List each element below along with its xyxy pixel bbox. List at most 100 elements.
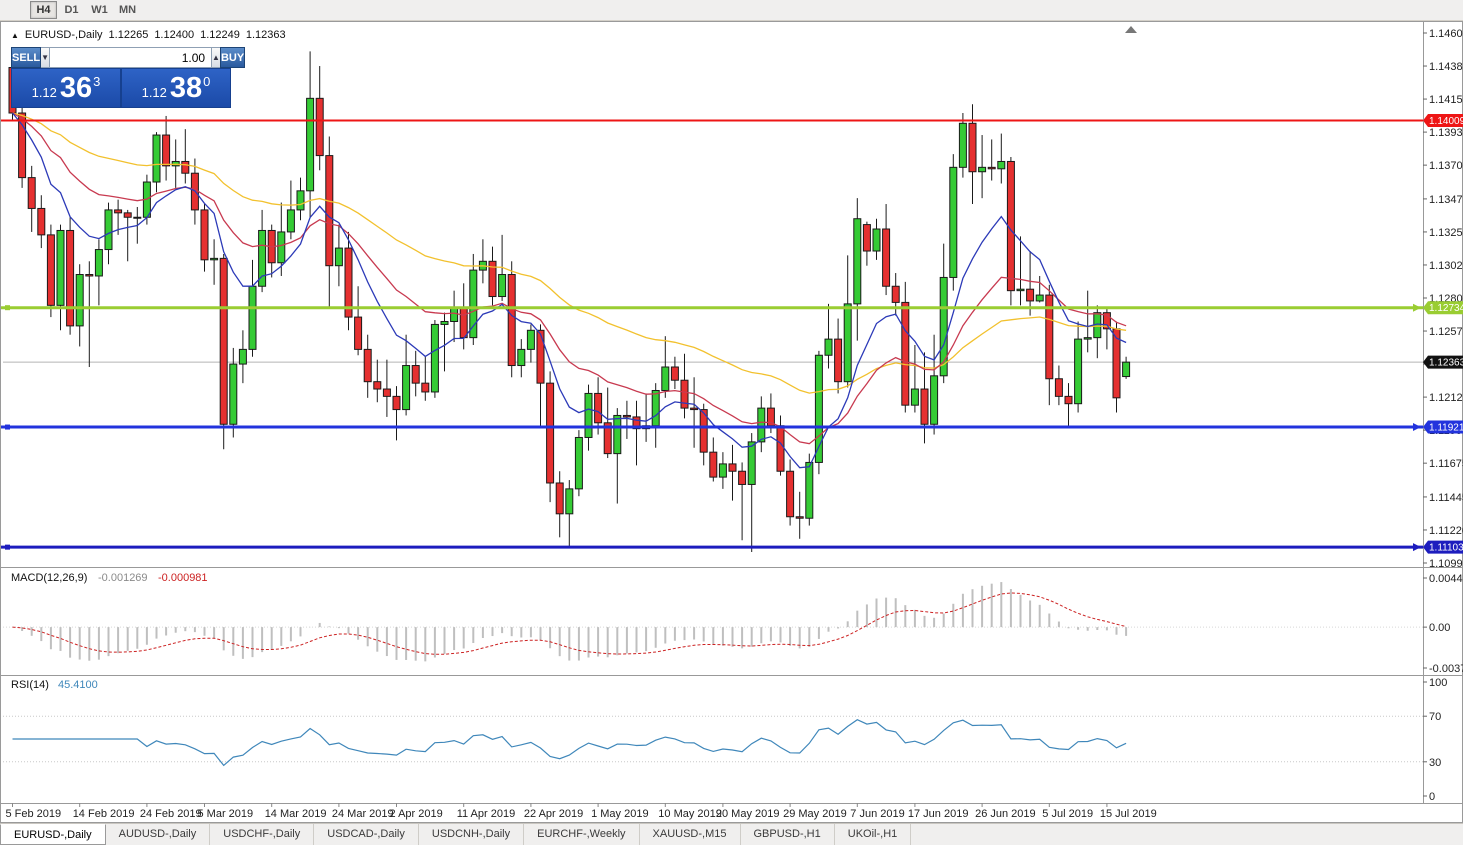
price-tag-1.14009: 1.14009 — [1423, 114, 1463, 128]
timeframe-button-w1[interactable]: W1 — [91, 4, 108, 16]
bid-price-display[interactable]: 1.12 36 3 — [11, 68, 121, 108]
svg-text:17 Jun 2019: 17 Jun 2019 — [908, 808, 969, 820]
ohlc-open: 1.12265 — [108, 29, 149, 41]
candles — [8, 51, 1131, 552]
hline-handle — [5, 305, 10, 311]
one-click-trading-panel: SELL ▼ ▲ BUY 1.12 36 3 1.12 38 0 — [11, 47, 246, 108]
hline-arrow — [1413, 543, 1421, 552]
svg-text:5 Feb 2019: 5 Feb 2019 — [6, 808, 62, 820]
chart-symbol-label: EURUSD-,Daily — [24, 29, 103, 41]
svg-text:1.14155: 1.14155 — [1429, 94, 1463, 106]
svg-text:1.12575: 1.12575 — [1429, 326, 1463, 338]
timeframe-button-mn[interactable]: MN — [118, 4, 137, 16]
chart-tab-usdchf-daily[interactable]: USDCHF-,Daily — [210, 824, 315, 845]
hline-handle — [5, 544, 10, 550]
svg-text:14 Feb 2019: 14 Feb 2019 — [73, 808, 135, 820]
svg-text:1 May 2019: 1 May 2019 — [591, 808, 648, 820]
chart-tab-gbpusd-h1[interactable]: GBPUSD-,H1 — [741, 824, 835, 845]
svg-text:1.13475: 1.13475 — [1429, 194, 1463, 206]
svg-text:1.13250: 1.13250 — [1429, 227, 1463, 239]
svg-text:15 Jul 2019: 15 Jul 2019 — [1100, 808, 1157, 820]
timeframe-button-h4[interactable]: H4 — [30, 1, 57, 19]
hline-arrow — [1413, 423, 1421, 432]
volume-input[interactable] — [49, 47, 213, 68]
bid-pips: 36 — [59, 72, 93, 104]
ask-point: 0 — [203, 74, 211, 89]
macd-signal-line — [12, 592, 1127, 655]
svg-text:1.12363: 1.12363 — [1429, 358, 1463, 369]
svg-text:1.13025: 1.13025 — [1429, 260, 1463, 272]
moving-average-10 — [11, 112, 1127, 469]
ask-pips: 38 — [169, 72, 203, 104]
svg-text:1.11220: 1.11220 — [1429, 525, 1463, 537]
chart-tab-bar: EURUSD-,Daily AUDUSD-,Daily USDCHF-,Daily U… — [0, 823, 1463, 845]
svg-text:0.00: 0.00 — [1429, 622, 1450, 634]
svg-text:1.11103: 1.11103 — [1429, 543, 1463, 554]
svg-text:0: 0 — [1429, 791, 1435, 803]
ask-prefix: 1.12 — [141, 85, 167, 100]
svg-text:1.14380: 1.14380 — [1429, 61, 1463, 73]
price-tag-1.12363: 1.12363 — [1423, 355, 1463, 369]
svg-text:5 Mar 2019: 5 Mar 2019 — [198, 808, 254, 820]
chart-title-bar: ▲ EURUSD-,Daily 1.12265 1.12400 1.12249 … — [11, 29, 286, 41]
chart-canvas[interactable]: 1.14605 1.14380 1.14155 1.13930 1.13705 1.134… — [1, 22, 1463, 824]
svg-text:100: 100 — [1429, 677, 1447, 689]
svg-text:2 Apr 2019: 2 Apr 2019 — [390, 808, 443, 820]
svg-text:22 Apr 2019: 22 Apr 2019 — [524, 808, 583, 820]
chart-tab-eurusd-daily[interactable]: EURUSD-,Daily — [0, 824, 106, 845]
svg-text:0.004465: 0.004465 — [1429, 573, 1463, 585]
svg-text:1.14009: 1.14009 — [1429, 116, 1463, 127]
svg-text:20 May 2019: 20 May 2019 — [716, 808, 780, 820]
macd-histogram — [21, 582, 1128, 662]
chart-tab-audusd-daily[interactable]: AUDUSD-,Daily — [106, 824, 211, 845]
timeframe-button-d1[interactable]: D1 — [64, 4, 79, 16]
buy-button[interactable]: BUY — [219, 47, 246, 68]
svg-text:-0.003715: -0.003715 — [1429, 663, 1463, 675]
bid-point: 3 — [93, 74, 101, 89]
ohlc-high: 1.12400 — [154, 29, 195, 41]
price-tag-1.11103: 1.11103 — [1423, 540, 1463, 554]
svg-text:1.10995: 1.10995 — [1429, 558, 1463, 570]
svg-text:7 Jun 2019: 7 Jun 2019 — [850, 808, 904, 820]
svg-text:24 Mar 2019: 24 Mar 2019 — [332, 808, 394, 820]
macd-signal-value: -0.000981 — [158, 572, 208, 584]
chart-tab-ukoil-h1[interactable]: UKOil-,H1 — [835, 824, 912, 845]
symbol-direction-icon: ▲ — [11, 30, 19, 40]
svg-text:5 Jul 2019: 5 Jul 2019 — [1042, 808, 1093, 820]
svg-text:29 May 2019: 29 May 2019 — [783, 808, 847, 820]
svg-text:1.11445: 1.11445 — [1429, 492, 1463, 504]
price-tag-1.11921: 1.11921 — [1423, 420, 1463, 434]
rsi-label: RSI(14) — [11, 679, 49, 691]
moving-average-50 — [12, 112, 1127, 394]
svg-text:1.13705: 1.13705 — [1429, 160, 1463, 172]
svg-text:10 May 2019: 10 May 2019 — [658, 808, 722, 820]
sell-button[interactable]: SELL — [11, 47, 42, 68]
svg-text:1.14605: 1.14605 — [1429, 28, 1463, 40]
price-axis: 1.14605 1.14380 1.14155 1.13930 1.13705 1.134… — [1423, 28, 1463, 570]
macd-main-value: -0.001269 — [98, 572, 148, 584]
hline-handle — [5, 424, 10, 430]
price-tag-1.12734: 1.12734 — [1423, 301, 1463, 315]
volume-increase-button[interactable]: ▲ — [212, 47, 220, 68]
chart-tab-xauusd-m15[interactable]: XAUUSD-,M15 — [640, 824, 741, 845]
volume-decrease-button[interactable]: ▼ — [41, 47, 50, 68]
ohlc-close: 1.12363 — [245, 29, 286, 41]
svg-text:1.12734: 1.12734 — [1429, 303, 1463, 314]
svg-text:24 Feb 2019: 24 Feb 2019 — [140, 808, 202, 820]
chart-tab-usdcnh-daily[interactable]: USDCNH-,Daily — [419, 824, 525, 845]
chart-window: 1.14605 1.14380 1.14155 1.13930 1.13705 1.134… — [0, 21, 1463, 823]
svg-text:14 Mar 2019: 14 Mar 2019 — [265, 808, 327, 820]
bid-prefix: 1.12 — [31, 85, 57, 100]
svg-text:1.11921: 1.11921 — [1429, 423, 1463, 434]
svg-text:70: 70 — [1429, 711, 1441, 723]
ask-price-display[interactable]: 1.12 38 0 — [121, 68, 231, 108]
chart-tab-usdcad-daily[interactable]: USDCAD-,Daily — [314, 824, 419, 845]
ohlc-low: 1.12249 — [200, 29, 240, 41]
chart-tab-eurchf-weekly[interactable]: EURCHF-,Weekly — [524, 824, 640, 845]
svg-text:30: 30 — [1429, 757, 1441, 769]
timeframe-toolbar: H4 D1 W1 MN — [0, 0, 1463, 21]
svg-text:26 Jun 2019: 26 Jun 2019 — [975, 808, 1036, 820]
svg-text:1.11675: 1.11675 — [1429, 458, 1463, 470]
rsi-line — [12, 719, 1127, 767]
